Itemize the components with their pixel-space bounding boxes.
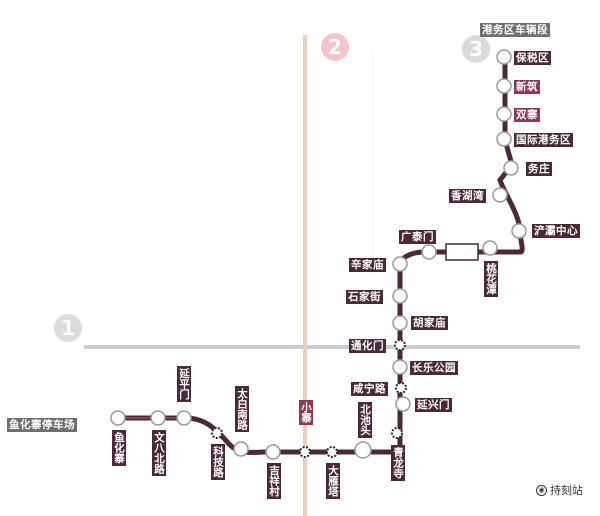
station-label-changlegongyuan[interactable]: 长乐公园 (410, 361, 458, 375)
zone-3-badge: 3 (462, 35, 490, 63)
station-label-yuhuazhai[interactable]: 鱼化寨 (112, 430, 126, 466)
station-label-xianghuwan[interactable]: 香湖湾 (449, 189, 486, 203)
transfer-stations (211, 339, 407, 458)
transfer-dot-kejilu (211, 427, 223, 439)
station-dot-wenbabeilu (150, 410, 166, 426)
transfer-dot-qinglongsi (391, 427, 403, 439)
transfer-dot-xiaozhai (299, 446, 311, 458)
transfer-dot-xianninglu (395, 382, 407, 394)
station-dot-yuhuazhai (110, 410, 126, 426)
station-dot-wuzhuang (503, 160, 519, 176)
station-label-baoshuiqu[interactable]: 保税区 (514, 51, 551, 65)
station-label-shijiajie[interactable]: 石家街 (346, 290, 383, 304)
station-label-tonghuamen[interactable]: 通化门 (349, 339, 386, 353)
station-label-xinjiamiao[interactable]: 辛家庙 (349, 258, 386, 272)
station-dot-xinzhu (496, 78, 512, 94)
station-dot-changlegongyuan (392, 359, 408, 375)
zone-1-badge: 1 (54, 314, 82, 342)
station-dot-jixiangcun (265, 444, 281, 460)
station-label-beichitou[interactable]: 北池头 (358, 402, 372, 438)
terminal-east-label: 港务区车辆段 (480, 23, 550, 37)
stations (110, 49, 527, 460)
station-dot-shuangzhai (496, 106, 512, 122)
station-label-chanbazhongxin[interactable]: 浐灞中心 (532, 224, 580, 238)
station-label-guangtaimen[interactable]: 广泰门 (399, 230, 436, 244)
watermark-text: 持刻站 (550, 484, 583, 497)
station-dot-guojigangwuqu (496, 131, 512, 147)
station-label-shuangzhai[interactable]: 双寨 (514, 108, 540, 122)
station-dot-baoshuiqu (496, 49, 512, 65)
station-label-taohuatan[interactable]: 桃花潭 (484, 261, 498, 297)
transfer-dot-tonghuamen (394, 339, 406, 351)
station-dot-taibainanlu (233, 441, 249, 457)
terminal-west-label: 鱼化寨停车场 (7, 418, 77, 432)
station-label-xinzhu[interactable]: 新筑 (514, 80, 540, 94)
watermark: ◉ 持刻站 (536, 482, 583, 498)
station-label-guojigangwuqu[interactable]: 国际港务区 (514, 133, 573, 147)
station-label-hujiamiao[interactable]: 胡家庙 (411, 316, 448, 330)
station-label-xiaozhai[interactable]: 小寨 (299, 400, 313, 425)
depot-box (445, 243, 479, 261)
station-dot-chanbazhongxin (511, 223, 527, 239)
wechat-channel-icon: ◉ (536, 484, 547, 496)
station-dot-shijiajie (392, 288, 408, 304)
station-label-jixiangcun[interactable]: 吉祥村 (267, 463, 281, 499)
station-dot-beichitou (354, 441, 372, 459)
station-label-qinglongsi[interactable]: 青龙寺 (391, 445, 405, 481)
transfer-dot-dayanta (326, 446, 338, 458)
station-dot-xinjiamiao (392, 256, 408, 272)
station-dot-yanxingmen (395, 396, 411, 412)
station-dot-hujiamiao (392, 315, 408, 331)
zone-2-badge: 2 (321, 33, 349, 61)
station-dot-guangtaimen (421, 244, 437, 260)
station-dot-xianghuwan (492, 187, 508, 203)
station-label-taibainanlu[interactable]: 太白南路 (235, 386, 249, 432)
station-dot-taohuatan (482, 240, 498, 256)
station-dot-yanpingmen (176, 410, 192, 426)
station-label-kejilu[interactable]: 科技路 (211, 444, 225, 480)
station-label-dayanta[interactable]: 大雁塔 (326, 463, 340, 499)
station-label-xianninglu[interactable]: 咸宁路 (351, 382, 388, 396)
station-label-wuzhuang[interactable]: 务庄 (526, 162, 552, 176)
station-label-wenbabeilu[interactable]: 文八北路 (152, 430, 166, 476)
station-label-yanxingmen[interactable]: 延兴门 (415, 398, 452, 412)
station-label-yanpingmen[interactable]: 延平门 (177, 366, 191, 402)
